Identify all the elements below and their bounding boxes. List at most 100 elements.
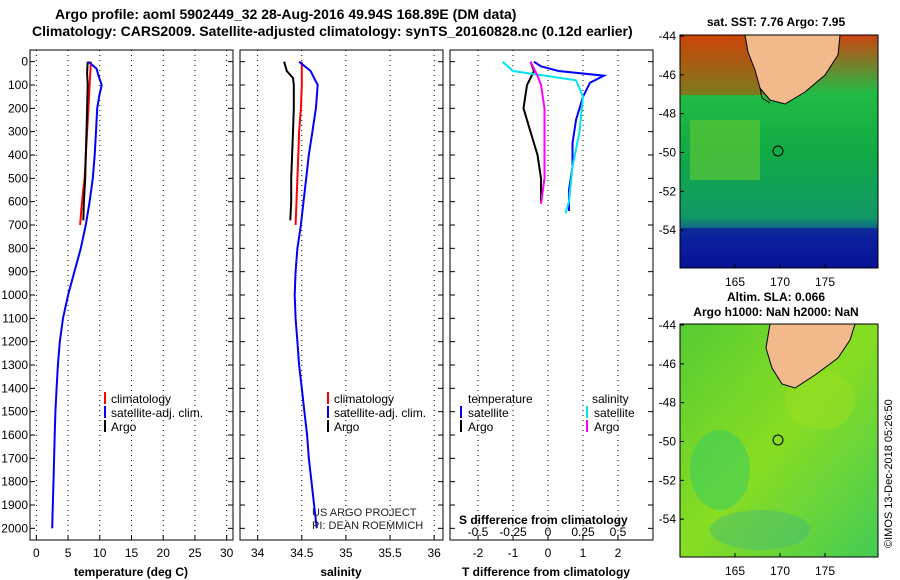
salinity-panel-frame bbox=[239, 49, 444, 541]
difference-t-tick-label: 0 bbox=[545, 546, 552, 560]
diff-legend-targo-label: Argo bbox=[468, 420, 494, 434]
sla-map-blob-1 bbox=[690, 430, 750, 510]
map-lat-tick-label: -54 bbox=[659, 512, 677, 526]
map-lat-tick-label: -44 bbox=[659, 318, 677, 332]
depth-tick-label: 1700 bbox=[1, 451, 28, 465]
depth-tick-label: 300 bbox=[8, 125, 28, 139]
depth-tick-label: 400 bbox=[8, 148, 28, 162]
map-lat-tick-label: -48 bbox=[659, 107, 677, 121]
series-line-salinity-satellite bbox=[501, 60, 585, 214]
temperature-xlabel: temperature (deg C) bbox=[74, 565, 188, 579]
difference-xlabel: T difference from climatology bbox=[462, 565, 630, 579]
depth-tick-label: 1200 bbox=[1, 335, 28, 349]
diff-legend-tsat-label: satellite bbox=[468, 406, 509, 420]
salinity-xtick-label: 34 bbox=[251, 546, 265, 560]
temperature-xtick-label: 15 bbox=[125, 546, 139, 560]
map-lat-tick-label: -54 bbox=[659, 223, 677, 237]
depth-tick-label: 1000 bbox=[1, 288, 28, 302]
figure-title-line2: Climatology: CARS2009. Satellite-adjuste… bbox=[32, 23, 633, 39]
temperature-legend: climatology satellite-adj. clim. Argo bbox=[104, 392, 203, 434]
temperature-xtick-label: 5 bbox=[65, 546, 72, 560]
salinity-xtick-label: 34.5 bbox=[290, 546, 314, 560]
depth-tick-label: 0 bbox=[21, 55, 28, 69]
depth-tick-label: 1300 bbox=[1, 358, 28, 372]
map-lat-tick-label: -52 bbox=[659, 473, 677, 487]
salinity-xtick-label: 35 bbox=[339, 546, 353, 560]
temperature-xtick-label: 20 bbox=[157, 546, 171, 560]
difference-t-tick-label: 1 bbox=[580, 546, 587, 560]
difference-t-tick-label: -1 bbox=[508, 546, 519, 560]
sst-map-title: sat. SST: 7.76 Argo: 7.95 bbox=[707, 15, 846, 29]
sla-map bbox=[679, 323, 879, 558]
map-lon-tick-label: 170 bbox=[770, 275, 790, 289]
difference-legend: temperature satellite Argo salinity sate… bbox=[460, 392, 635, 434]
depth-tick-label: 1400 bbox=[1, 381, 28, 395]
difference-s-tick-label: -0.25 bbox=[499, 525, 527, 539]
map-lat-tick-label: -46 bbox=[659, 357, 677, 371]
depth-tick-label: 500 bbox=[8, 171, 28, 185]
sst-map-land bbox=[744, 34, 841, 105]
series-line-satellite-adj-clim- bbox=[51, 60, 103, 529]
difference-t-tick-label: 2 bbox=[615, 546, 622, 560]
sla-map-blob-2 bbox=[785, 370, 855, 430]
temperature-xtick-label: 10 bbox=[93, 546, 107, 560]
map-lon-tick-label: 165 bbox=[725, 275, 745, 289]
sal-legend-climatology-label: climatology bbox=[334, 392, 394, 406]
sla-map-frame bbox=[679, 323, 879, 558]
credit-line2: PI: DEAN ROEMMICH bbox=[312, 520, 423, 532]
difference-panel-frame bbox=[449, 49, 654, 541]
map-lon-tick-label: 170 bbox=[770, 564, 790, 578]
map-lat-tick-label: -48 bbox=[659, 396, 677, 410]
sla-map-title-line1: Altim. SLA: 0.066 bbox=[727, 290, 825, 304]
legend-argo-label: Argo bbox=[111, 420, 137, 434]
depth-tick-label: 1500 bbox=[1, 405, 28, 419]
sla-map-blob-3 bbox=[710, 510, 810, 550]
depth-tick-label: 800 bbox=[8, 241, 28, 255]
sla-map-float-marker bbox=[772, 434, 784, 446]
difference-s-tick-label: -0.5 bbox=[468, 525, 489, 539]
depth-tick-label: 2000 bbox=[1, 521, 28, 535]
depth-tick-label: 600 bbox=[8, 195, 28, 209]
sst-map-green-patch bbox=[690, 120, 760, 180]
difference-t-tick-label: -2 bbox=[473, 546, 484, 560]
series-line-salinity-argo bbox=[529, 61, 546, 205]
sst-map-coastline bbox=[759, 87, 771, 104]
map-lon-tick-label: 165 bbox=[725, 564, 745, 578]
map-lat-tick-label: -50 bbox=[659, 146, 677, 160]
salinity-xtick-label: 35.5 bbox=[378, 546, 402, 560]
salinity-xtick-label: 36 bbox=[427, 546, 441, 560]
series-line-climatology bbox=[294, 61, 303, 226]
map-lat-tick-label: -52 bbox=[659, 184, 677, 198]
depth-tick-label: 1600 bbox=[1, 428, 28, 442]
diff-legend-sargo-label: Argo bbox=[594, 420, 620, 434]
imos-watermark: ©IMOS 13-Dec-2018 05:26:50 bbox=[883, 399, 895, 548]
series-line-argo bbox=[283, 61, 295, 221]
sla-map-title-line2: Argo h1000: NaN h2000: NaN bbox=[693, 305, 858, 319]
figure-title-line1: Argo profile: aoml 5902449_32 28-Aug-201… bbox=[55, 6, 517, 22]
sst-map bbox=[679, 34, 879, 269]
temperature-xtick-label: 30 bbox=[220, 546, 234, 560]
salinity-xlabel: salinity bbox=[320, 565, 362, 579]
series-line-satellite-adj-clim- bbox=[293, 60, 319, 529]
map-lat-tick-label: -46 bbox=[659, 68, 677, 82]
s-difference-label: S difference from climatology bbox=[459, 513, 628, 527]
depth-tick-label: 100 bbox=[8, 78, 28, 92]
difference-s-tick-label: 0.5 bbox=[610, 525, 627, 539]
credit-line1: US ARGO PROJECT bbox=[312, 507, 417, 519]
sst-map-frame bbox=[679, 34, 879, 269]
sal-legend-satellite-label: satellite-adj. clim. bbox=[334, 406, 426, 420]
difference-s-tick-label: 0.25 bbox=[571, 525, 595, 539]
temperature-xtick-label: 0 bbox=[33, 546, 40, 560]
depth-tick-label: 1800 bbox=[1, 475, 28, 489]
sst-map-dark-band bbox=[680, 228, 878, 268]
difference-s-tick-label: 0 bbox=[545, 525, 552, 539]
depth-tick-label: 900 bbox=[8, 265, 28, 279]
sla-map-land bbox=[765, 323, 856, 389]
depth-tick-label: 700 bbox=[8, 218, 28, 232]
temperature-xtick-label: 25 bbox=[188, 546, 202, 560]
legend-climatology-label: climatology bbox=[111, 392, 171, 406]
sal-legend-argo-label: Argo bbox=[334, 420, 360, 434]
legend-satellite-label: satellite-adj. clim. bbox=[111, 406, 203, 420]
map-lon-tick-label: 175 bbox=[815, 564, 835, 578]
